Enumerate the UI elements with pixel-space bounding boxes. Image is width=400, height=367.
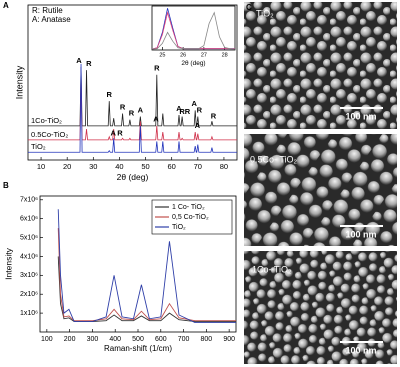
legend-label: 0,5 Co-TiO₂	[172, 214, 209, 221]
data-line	[57, 228, 236, 322]
series-label: 1Co-TiO₂	[31, 116, 62, 125]
series-label: 0.5Co-TiO₂	[31, 130, 68, 139]
panel-label: B	[3, 181, 9, 190]
y-tick-label: 5x10⁶	[20, 234, 38, 241]
x-axis-label: Raman-shift (1/cm)	[104, 344, 172, 353]
data-line	[57, 209, 236, 324]
y-tick-label: 2x10⁶	[20, 291, 38, 298]
x-tick-label: 20	[63, 162, 71, 171]
sem-label: 1Co- TiO₂	[252, 264, 292, 274]
peak-label: R	[211, 112, 217, 121]
y-tick-label: 1x10⁶	[20, 310, 38, 317]
legend-label: 1 Co- TiO₂	[172, 204, 205, 211]
scale-bar-label: 100 nm	[345, 111, 376, 121]
x-tick-label: 700	[178, 336, 190, 343]
peak-label: A	[191, 99, 197, 108]
y-axis-label: Intensity	[3, 247, 13, 279]
peak-label: RR	[179, 107, 190, 116]
peak-label: A	[110, 129, 116, 138]
y-tick-label: 4x10⁶	[20, 253, 38, 260]
data-line	[28, 63, 237, 153]
y-tick-label: 7x10⁶	[20, 197, 38, 204]
x-tick-label: 200	[64, 336, 76, 343]
x-axis-label: 2θ (deg)	[117, 172, 149, 182]
y-axis-label: Intensity	[14, 65, 24, 99]
x-tick-label: 26	[180, 52, 186, 58]
x-tick-label: 100	[41, 336, 53, 343]
x-tick-label: 40	[115, 162, 123, 171]
y-tick-label: 3x10⁶	[20, 272, 38, 279]
sem-image	[244, 251, 397, 364]
peak-label: A	[195, 121, 201, 130]
sem-label: 0.5Co- TiO₂	[250, 154, 298, 164]
peak-label: R	[86, 59, 92, 68]
x-tick-label: 10	[37, 162, 45, 171]
series-label: TiO₂	[31, 142, 46, 151]
peak-label: R	[120, 102, 126, 111]
sem-label: TiO₂	[256, 8, 274, 18]
note: A: Anatase	[32, 15, 71, 24]
x-axis-label: 2θ (deg)	[181, 60, 205, 67]
data-line	[151, 11, 236, 50]
x-tick-label: 80	[220, 162, 228, 171]
x-tick-label: 27	[201, 52, 207, 58]
note: R: Rutile	[32, 6, 63, 15]
x-tick-label: 60	[168, 162, 176, 171]
legend-label: TiO₂	[172, 224, 186, 231]
x-tick-label: 900	[223, 336, 235, 343]
sem-image	[244, 2, 397, 129]
x-tick-label: 600	[155, 336, 167, 343]
panel-label: C	[246, 3, 252, 12]
sem-image	[244, 134, 397, 246]
x-tick-label: 300	[87, 336, 99, 343]
x-tick-label: 800	[201, 336, 213, 343]
peak-label: A	[153, 115, 159, 124]
y-tick-label: 6x10⁶	[20, 216, 38, 223]
data-line	[28, 66, 237, 127]
x-tick-label: 28	[222, 52, 228, 58]
peak-label: A	[176, 104, 182, 113]
data-line	[28, 74, 237, 141]
scale-bar-label: 100 nm	[345, 345, 376, 355]
x-tick-label: 400	[109, 336, 121, 343]
panel-label: A	[3, 1, 9, 10]
peak-label: R	[129, 108, 135, 117]
peak-label: R	[107, 90, 113, 99]
x-tick-label: 25	[159, 52, 165, 58]
scale-bar-label: 100 nm	[345, 229, 376, 239]
plot-frame	[151, 5, 236, 51]
data-line	[57, 256, 236, 323]
peak-label: R	[117, 129, 123, 138]
x-tick-label: 500	[132, 336, 144, 343]
peak-label: A	[138, 105, 144, 114]
peak-label: R	[197, 105, 203, 114]
peak-label: A	[76, 56, 82, 65]
x-tick-label: 50	[141, 162, 149, 171]
x-tick-label: 30	[89, 162, 97, 171]
peak-label: R	[154, 64, 160, 73]
x-tick-label: 70	[194, 162, 202, 171]
